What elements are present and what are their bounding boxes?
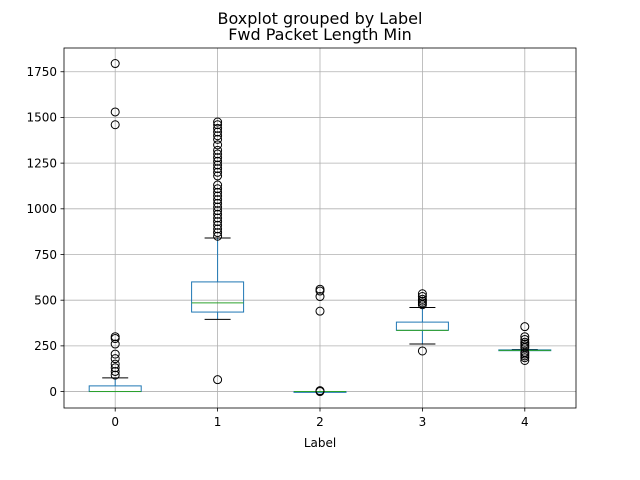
box-iqr <box>191 281 245 313</box>
outlier-point <box>315 306 325 316</box>
outlier-point <box>315 284 325 294</box>
plot-area: 0 250 500 750 1000 1250 1500 1750 0 1 2 3 4 <box>26 47 577 429</box>
outlier-point <box>213 123 223 133</box>
outlier-point <box>417 292 427 302</box>
outlier-point <box>213 228 223 238</box>
outlier-point <box>110 363 120 373</box>
outlier-point <box>520 337 530 347</box>
outlier-point <box>213 375 223 385</box>
outlier-point <box>213 171 223 181</box>
outlier-point <box>213 213 223 223</box>
outlier-point <box>110 349 120 359</box>
outlier-point <box>213 153 223 163</box>
outlier-point <box>110 354 120 364</box>
outlier-point <box>213 149 223 159</box>
outlier-point <box>110 332 120 342</box>
outlier-point <box>213 120 223 130</box>
outlier-point <box>213 156 223 166</box>
x-tick-label: 2 <box>316 415 324 429</box>
outlier-point <box>213 206 223 216</box>
y-tick-label: 750 <box>34 248 57 262</box>
y-tick-label: 500 <box>34 293 57 307</box>
outlier-point <box>213 117 223 127</box>
outlier-point <box>213 180 223 190</box>
outlier-point <box>110 366 120 376</box>
outlier-point <box>213 131 223 141</box>
outlier-point <box>213 220 223 230</box>
y-tick-label: 1500 <box>26 111 57 125</box>
outlier-point <box>110 120 120 130</box>
x-tick-label: 0 <box>111 415 119 429</box>
outlier-point <box>213 209 223 219</box>
outlier-point <box>213 127 223 137</box>
outlier-point <box>110 370 120 380</box>
outlier-point <box>213 187 223 197</box>
outlier-point <box>110 59 120 69</box>
outlier-point <box>520 332 530 342</box>
outlier-point <box>213 167 223 177</box>
figure-suptitle: Boxplot grouped by Label <box>218 9 423 28</box>
outlier-point <box>213 164 223 174</box>
y-tick-label: 1750 <box>26 65 57 79</box>
outlier-point <box>213 145 223 155</box>
y-tick-label: 1250 <box>26 156 57 170</box>
outlier-point <box>213 231 223 241</box>
chart-title: Fwd Packet Length Min <box>228 25 412 44</box>
x-axis-label: Label <box>304 436 336 450</box>
outlier-point <box>110 107 120 117</box>
outlier-point <box>213 191 223 201</box>
outlier-point <box>213 140 223 150</box>
outlier-point <box>213 217 223 227</box>
outlier-point <box>520 334 530 344</box>
outlier-point <box>213 224 223 234</box>
x-tick-label: 1 <box>214 415 222 429</box>
x-tick-label: 4 <box>521 415 529 429</box>
outlier-point <box>315 386 325 396</box>
y-tick-label: 1000 <box>26 202 57 216</box>
outlier-point <box>110 339 120 349</box>
outlier-point <box>417 289 427 299</box>
y-tick-label: 0 <box>49 385 57 399</box>
outlier-point <box>213 184 223 194</box>
outlier-point <box>213 134 223 144</box>
outlier-point <box>417 294 427 304</box>
outlier-point <box>213 202 223 212</box>
outlier-point <box>315 292 325 302</box>
outlier-point <box>110 359 120 369</box>
x-tick-label: 3 <box>419 415 427 429</box>
outlier-point <box>417 346 427 356</box>
outlier-point <box>520 322 530 332</box>
y-tick-label: 250 <box>34 339 57 353</box>
outlier-point <box>213 198 223 208</box>
outlier-point <box>213 160 223 170</box>
outlier-point <box>213 195 223 205</box>
